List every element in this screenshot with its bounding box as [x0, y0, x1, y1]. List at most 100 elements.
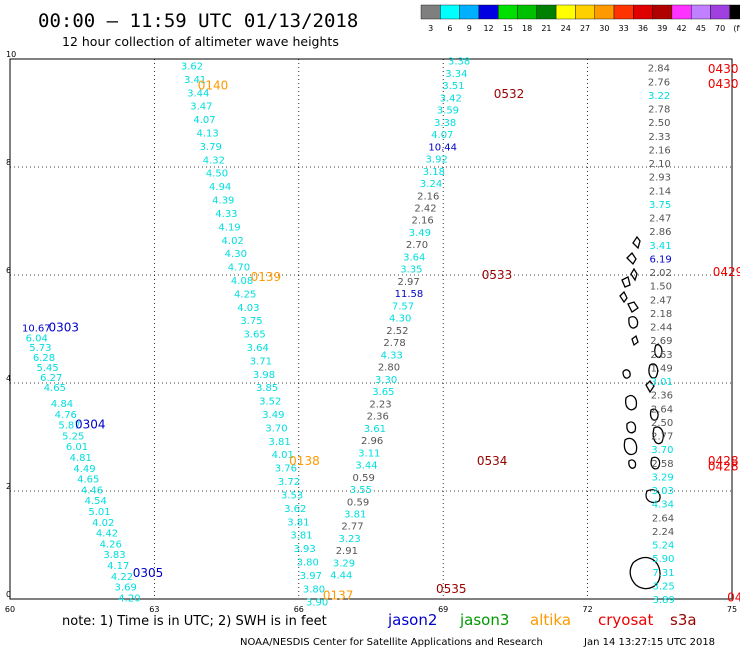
wave-height-label: 3.47 [190, 102, 212, 113]
wave-height-label: 5.25 [62, 431, 84, 442]
map-subtitle: 12 hour collection of altimeter wave hei… [62, 34, 339, 49]
wave-height-label: 2.64 [651, 404, 673, 415]
wave-height-label: 4.84 [51, 399, 73, 410]
pass-time-label: 0430 [708, 77, 739, 91]
wave-height-label: 5.87 [58, 421, 80, 432]
wave-height-label: 4.17 [107, 561, 129, 572]
wave-height-label: 2.18 [650, 309, 672, 320]
scale-label: 24 [561, 24, 571, 33]
wave-height-label: 3.81 [287, 517, 309, 528]
wave-height-label: 4.33 [381, 350, 403, 361]
wave-height-label: 7.31 [652, 568, 674, 579]
source-cryosat: cryosat [598, 611, 653, 629]
wave-height-label: 2.77 [341, 522, 363, 533]
credit-text: NOAA/NESDIS Center for Satellite Applica… [240, 637, 543, 648]
pass-time-label: 0535 [436, 582, 467, 596]
wave-height-label: 6.04 [26, 333, 48, 344]
wave-height-label: 3.30 [375, 375, 397, 386]
wave-height-label: 5.01 [88, 507, 110, 518]
wave-height-label: 3.62 [284, 504, 306, 515]
wave-height-label: 2.14 [649, 186, 671, 197]
scale-swatch [498, 4, 518, 20]
wave-height-label: 3.38 [448, 57, 470, 68]
wave-height-label: 2.02 [650, 268, 672, 279]
scale-swatch [420, 4, 441, 20]
wave-height-label: 5.90 [652, 554, 674, 565]
wave-height-label: 3.55 [350, 485, 372, 496]
lon-tick-label: 75 [727, 605, 737, 614]
pass-time-label: 0139 [251, 270, 282, 284]
scale-label: 42 [676, 24, 686, 33]
lat-tick-label: 2 [6, 482, 11, 491]
wave-height-label: 4.02 [222, 236, 244, 247]
pass-time-label: 0428 [708, 460, 739, 474]
wave-height-label: 3.75 [649, 200, 671, 211]
wave-height-label: 3.64 [403, 252, 425, 263]
scale-swatch [440, 4, 460, 20]
scale-swatch [478, 4, 499, 20]
wave-height-label: 4.33 [215, 209, 237, 220]
source-jason2: jason2 [387, 611, 437, 629]
wave-height-label: 3.93 [294, 544, 316, 555]
wave-height-label: 3.51 [442, 81, 464, 92]
wave-height-label: 4.81 [70, 453, 92, 464]
pass-time-label: 0533 [482, 268, 513, 282]
pass-time-label: 0303 [49, 320, 80, 334]
wave-height-label: 3.34 [445, 69, 467, 80]
lat-lon-grid: 60 63 66 69 72 75 0 2 4 6 8 10 [5, 50, 737, 614]
wave-height-label: 10.44 [428, 142, 457, 153]
pass-time-label: 0138 [289, 454, 320, 468]
wave-height-label: 3.61 [364, 424, 386, 435]
wave-height-label: 3.81 [290, 531, 312, 542]
lon-tick-label: 66 [294, 605, 304, 614]
wave-height-label: 2.63 [650, 350, 672, 361]
wave-height-label: 4.30 [225, 249, 247, 260]
wave-height-label: 3.53 [281, 490, 303, 501]
wave-height-label: 2.16 [417, 191, 439, 202]
wave-height-label: 3.85 [256, 383, 278, 394]
wave-height-label: 0.59 [347, 497, 369, 508]
scale-label: 9 [467, 24, 472, 33]
wave-height-label: 4.65 [77, 475, 99, 486]
lat-tick-label: 0 [6, 590, 11, 599]
lat-tick-label: 6 [6, 266, 11, 275]
scale-label: (ft) [733, 24, 740, 33]
wave-height-label: 2.47 [650, 295, 672, 306]
wave-height-label: 3.75 [240, 316, 262, 327]
scale-swatch [536, 4, 557, 20]
scale-label: 70 [715, 24, 725, 33]
wave-height-label: 3.49 [409, 228, 431, 239]
wave-height-label: 3.71 [250, 356, 272, 367]
wave-height-label: 4.26 [100, 539, 122, 550]
lat-tick-label: 10 [6, 50, 16, 59]
wave-height-label: 2.58 [651, 459, 673, 470]
wave-height-label: 3.70 [651, 445, 673, 456]
wave-height-label: 2.42 [414, 204, 436, 215]
wave-height-label: 1.50 [650, 282, 672, 293]
wave-height-label: 4.54 [85, 496, 107, 507]
wave-height-label: 3.44 [355, 461, 377, 472]
wave-height-label: 3.42 [440, 93, 462, 104]
wave-height-label: 3.41 [184, 75, 206, 86]
scale-swatch [459, 4, 480, 20]
wave-height-label: 4.03 [237, 303, 259, 314]
wave-height-label: 4.20 [118, 593, 140, 604]
wave-height-label: 3.64 [247, 343, 269, 354]
scale-label: 3 [428, 24, 433, 33]
wave-height-label: 2.52 [386, 326, 408, 337]
scale-label: 18 [522, 24, 532, 33]
wave-height-label: 4.25 [234, 289, 256, 300]
wave-height-label: 2.76 [648, 77, 670, 88]
wave-height-label: 2.80 [378, 363, 400, 374]
wave-height-label: 2.96 [361, 436, 383, 447]
wave-height-label: 2.50 [648, 118, 670, 129]
wave-height-label: 2.64 [652, 513, 674, 524]
track-altika-0137-0140: 3.62 3.41 3.44 3.47 4.07 4.13 3.79 4.32 4.50 4.94… [181, 61, 328, 608]
scale-swatch [613, 4, 634, 20]
scale-swatch [729, 4, 740, 20]
wave-height-label: 4.07 [193, 115, 215, 126]
wave-height-label: 2.84 [648, 64, 670, 75]
wave-height-label: 4.49 [73, 464, 95, 475]
lon-tick-label: 72 [583, 605, 593, 614]
